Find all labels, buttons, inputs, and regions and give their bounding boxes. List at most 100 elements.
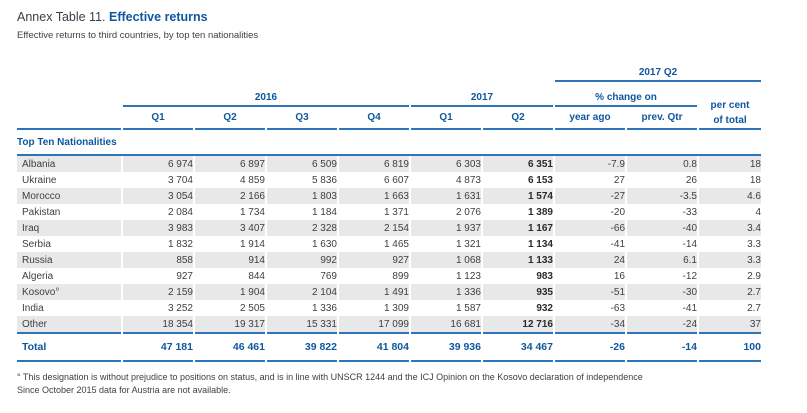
group-header-2017-q2: 2017 Q2 [555, 58, 761, 82]
value-cell: 983 [536, 270, 553, 282]
value-cell: 6 819 [339, 156, 409, 172]
value-cell: 2 076 [455, 206, 481, 218]
table-row-russia: Russia 858 914 992 927 1 068 1 133 24 6.… [17, 252, 761, 268]
value-cell: -66 [555, 220, 625, 236]
value-cell: 6.1 [627, 252, 697, 268]
footnote: ° This designation is without prejudice … [17, 371, 807, 396]
group-header-pct-total: per cent of total [699, 82, 761, 130]
value-cell: 2 505 [239, 302, 265, 314]
value-cell: 1 336 [411, 284, 481, 300]
value-cell: 1 631 [411, 188, 481, 204]
row-label: Kosovo° [17, 284, 121, 300]
value-cell: 1 574 [483, 188, 553, 204]
total-value-cell: 39 936 [411, 332, 481, 362]
value-cell: -33 [682, 206, 697, 218]
value-cell: -20 [610, 206, 625, 218]
table-row-kosovo: Kosovo° 2 159 1 904 2 104 1 491 1 336 93… [17, 284, 761, 300]
value-cell: 2 328 [267, 220, 337, 236]
value-cell: 12 716 [483, 316, 553, 332]
value-cell: 2.7 [747, 302, 761, 314]
table-row-pakistan: Pakistan 2 084 1 734 1 184 1 371 2 076 1… [17, 204, 761, 220]
row-label: Ukraine [22, 174, 57, 186]
value-cell: 6 153 [527, 174, 553, 186]
value-cell: 899 [392, 270, 409, 282]
group-header-2016: 2016 [123, 82, 409, 107]
value-cell: 1 491 [339, 284, 409, 300]
value-cell: 4 [755, 206, 761, 218]
value-cell: 3 407 [195, 220, 265, 236]
row-label: Pakistan [22, 206, 61, 218]
value-cell: 6 897 [195, 156, 265, 172]
value-cell: 15 331 [267, 316, 337, 332]
row-label: Albania [17, 156, 121, 172]
row-label: Morocco [17, 188, 121, 204]
value-cell: 1 465 [383, 238, 409, 250]
value-cell: 24 [555, 252, 625, 268]
value-cell: 18 [699, 156, 761, 172]
value-cell: -40 [627, 220, 697, 236]
value-cell: -41 [682, 302, 697, 314]
value-cell: 1 133 [483, 252, 553, 268]
table-row-ukraine: Ukraine 3 704 4 859 5 836 6 607 4 873 6 … [17, 172, 761, 188]
value-cell: 932 [536, 302, 553, 314]
group-header-pct-change: % change on [555, 82, 697, 107]
value-cell: 6 607 [383, 174, 409, 186]
table-row-india: India 3 252 2 505 1 336 1 309 1 587 932 … [17, 300, 761, 316]
value-cell: 1 184 [311, 206, 337, 218]
value-cell: 1 904 [195, 284, 265, 300]
row-label: India [22, 302, 44, 314]
col-header-q1-2017: Q1 [411, 107, 481, 130]
value-cell: 1 663 [339, 188, 409, 204]
table-row-serbia: Serbia 1 832 1 914 1 630 1 465 1 321 1 1… [17, 236, 761, 252]
row-label: Other [17, 316, 121, 332]
table-row-morocco: Morocco 3 054 2 166 1 803 1 663 1 631 1 … [17, 188, 761, 204]
value-cell: -24 [627, 316, 697, 332]
value-cell: 2.9 [747, 270, 761, 282]
value-cell: 1 803 [267, 188, 337, 204]
value-cell: 1 321 [455, 238, 481, 250]
effective-returns-table: 2017 Q2 2016 2017 % change on per cent o… [15, 58, 763, 362]
header-label-spacer [17, 58, 121, 130]
table-row-total: Total 47 181 46 461 39 822 41 804 39 936… [17, 332, 761, 362]
value-cell: 1 630 [311, 238, 337, 250]
value-cell: -63 [610, 302, 625, 314]
value-cell: 1 167 [483, 220, 553, 236]
value-cell: 17 099 [339, 316, 409, 332]
total-label: Total [17, 332, 121, 362]
col-header-q1-2016: Q1 [123, 107, 193, 130]
value-cell: 6 303 [411, 156, 481, 172]
value-cell: 844 [248, 270, 265, 282]
value-cell: -12 [682, 270, 697, 282]
value-cell: 1 309 [383, 302, 409, 314]
value-cell: 2 166 [195, 188, 265, 204]
value-cell: 26 [685, 174, 697, 186]
value-cell: 16 681 [411, 316, 481, 332]
value-cell: -14 [682, 238, 697, 250]
value-cell: 4 859 [239, 174, 265, 186]
value-cell: 2.7 [699, 284, 761, 300]
value-cell: 0.8 [627, 156, 697, 172]
total-value-cell: 41 804 [339, 332, 409, 362]
row-label: Serbia [22, 238, 51, 250]
value-cell: 1 123 [455, 270, 481, 282]
value-cell: -30 [627, 284, 697, 300]
table-number: Annex Table 11. [17, 10, 106, 24]
value-cell: -34 [555, 316, 625, 332]
value-cell: 1 832 [167, 238, 193, 250]
value-cell: -51 [555, 284, 625, 300]
footnote-line-2: Since October 2015 data for Austria are … [17, 384, 231, 395]
row-label: Russia [17, 252, 121, 268]
value-cell: 935 [483, 284, 553, 300]
value-cell: 769 [320, 270, 337, 282]
value-cell: 2 154 [339, 220, 409, 236]
row-label: Algeria [22, 270, 54, 282]
section-header-top-ten-nationalities: Top Ten Nationalities [17, 130, 761, 156]
value-cell: 6 509 [267, 156, 337, 172]
value-cell: 6 351 [483, 156, 553, 172]
total-value-cell: 46 461 [195, 332, 265, 362]
value-cell: 19 317 [195, 316, 265, 332]
value-cell: 6 974 [123, 156, 193, 172]
value-cell: 3 704 [167, 174, 193, 186]
value-cell: 3.3 [699, 252, 761, 268]
value-cell: 1 734 [239, 206, 265, 218]
